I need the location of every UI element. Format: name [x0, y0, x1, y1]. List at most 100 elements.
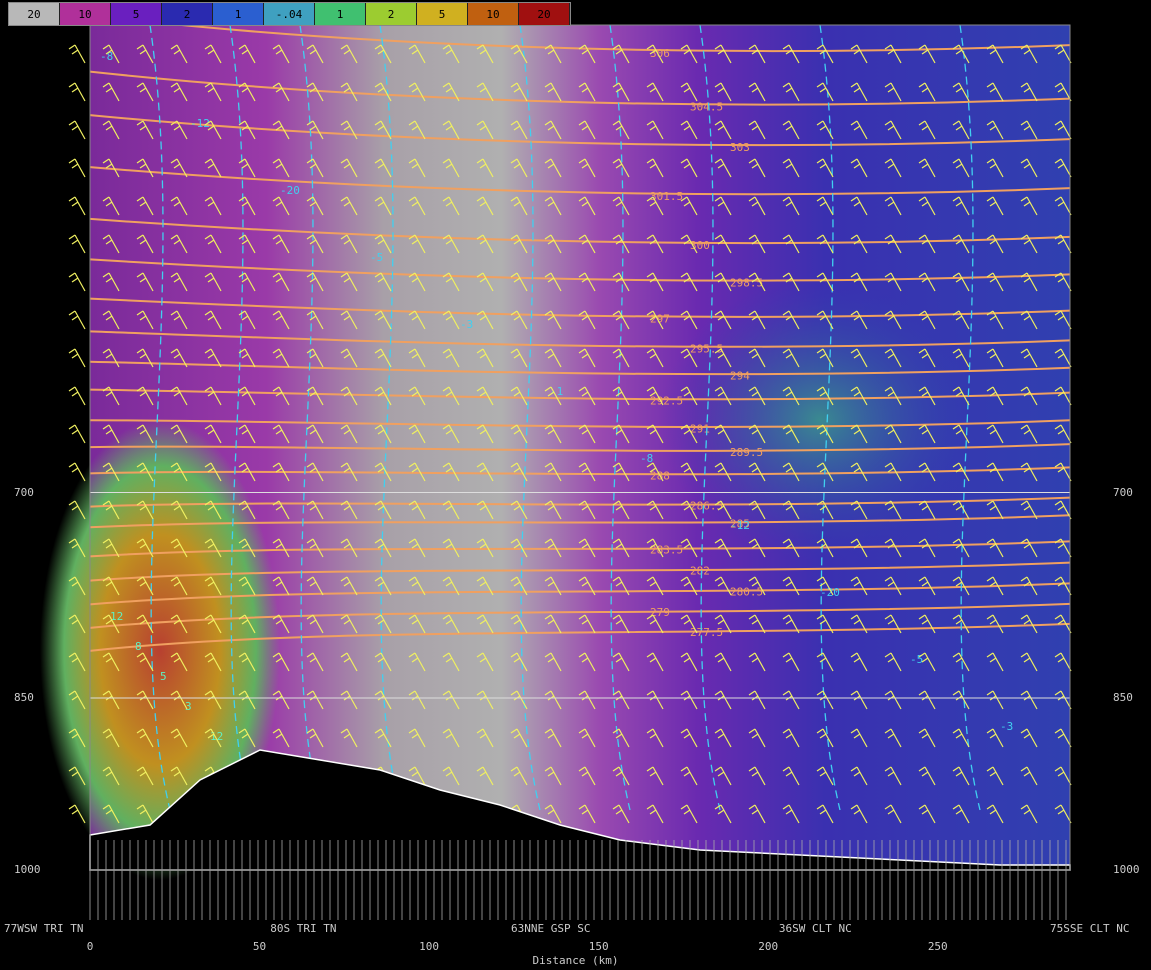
wind-barb — [1020, 158, 1038, 178]
wind-barb — [340, 44, 358, 64]
x-tick-label: 250 — [927, 940, 948, 953]
wind-barb — [612, 310, 630, 330]
wind-barb — [68, 348, 86, 368]
wind-barb — [646, 614, 664, 634]
wind-barb — [578, 44, 596, 64]
wind-barb — [238, 120, 256, 140]
wind-barb — [748, 272, 766, 292]
wind-barb — [680, 500, 698, 520]
wind-barb — [986, 158, 1004, 178]
wind-barb — [136, 728, 154, 748]
omega-contour — [379, 24, 401, 811]
wind-barb — [272, 614, 290, 634]
wind-barb — [476, 310, 494, 330]
wind-barb — [510, 614, 528, 634]
wind-barb — [68, 804, 86, 824]
wind-barb — [204, 82, 222, 102]
wind-barb — [340, 424, 358, 444]
wind-barb — [918, 500, 936, 520]
wind-barb — [884, 804, 902, 824]
wind-barb — [408, 120, 426, 140]
theta-contour-label: 280.5 — [730, 585, 763, 598]
wind-barb — [714, 158, 732, 178]
wind-barb — [646, 766, 664, 786]
wind-barb — [884, 462, 902, 482]
wind-barb — [986, 44, 1004, 64]
wind-barb — [238, 44, 256, 64]
wind-barb — [476, 462, 494, 482]
wind-barb — [306, 234, 324, 254]
wind-barb — [748, 500, 766, 520]
wind-barb — [510, 272, 528, 292]
legend-cell: 1 — [315, 3, 366, 25]
wind-barb — [204, 44, 222, 64]
wind-barb — [646, 44, 664, 64]
wind-barb — [782, 728, 800, 748]
wind-barb — [238, 272, 256, 292]
wind-barb — [646, 576, 664, 596]
wind-barb — [544, 766, 562, 786]
wind-barb — [68, 386, 86, 406]
omega-contour-label: -1 — [550, 385, 563, 398]
wind-barb — [952, 196, 970, 216]
station-label: 80S TRI TN — [270, 922, 337, 935]
wind-barb — [272, 462, 290, 482]
wind-barb — [442, 44, 460, 64]
wind-barb — [1020, 614, 1038, 634]
wind-barb — [748, 82, 766, 102]
wind-barb — [238, 158, 256, 178]
wind-barb — [408, 386, 426, 406]
wind-barb — [578, 158, 596, 178]
wind-barb — [952, 500, 970, 520]
omega-contour-label: -3 — [1000, 720, 1013, 733]
wind-barb — [612, 804, 630, 824]
wind-barb — [442, 500, 460, 520]
wind-barb — [374, 82, 392, 102]
wind-barb — [238, 234, 256, 254]
wind-barb — [136, 120, 154, 140]
wind-barb — [578, 538, 596, 558]
wind-barb — [476, 576, 494, 596]
wind-barb — [1054, 234, 1072, 254]
wind-barb — [510, 766, 528, 786]
wind-barb — [816, 728, 834, 748]
wind-barb — [102, 804, 120, 824]
theta-contour — [89, 14, 1071, 53]
wind-barb — [544, 462, 562, 482]
wind-barb — [986, 348, 1004, 368]
wind-barb — [272, 82, 290, 102]
wind-barb — [102, 652, 120, 672]
wind-barb — [476, 728, 494, 748]
wind-barb — [578, 272, 596, 292]
wind-barb — [272, 310, 290, 330]
wind-barb — [442, 652, 460, 672]
wind-barb — [986, 500, 1004, 520]
wind-barb — [102, 462, 120, 482]
wind-barb — [408, 44, 426, 64]
wind-barb — [136, 158, 154, 178]
wind-barb — [680, 310, 698, 330]
wind-barb — [272, 272, 290, 292]
wind-barb — [1054, 272, 1072, 292]
wind-barb — [612, 652, 630, 672]
wind-barb — [782, 500, 800, 520]
wind-barb — [204, 234, 222, 254]
wind-barb — [510, 462, 528, 482]
wind-barb — [918, 728, 936, 748]
wind-barb — [816, 500, 834, 520]
wind-barb — [680, 614, 698, 634]
wind-barb — [816, 766, 834, 786]
wind-barb — [850, 234, 868, 254]
wind-barb — [986, 196, 1004, 216]
wind-barb — [952, 386, 970, 406]
wind-barb — [714, 462, 732, 482]
wind-barb — [544, 120, 562, 140]
wind-barb — [442, 614, 460, 634]
wind-barb — [408, 348, 426, 368]
wind-barb — [272, 538, 290, 558]
wind-barb — [748, 728, 766, 748]
wind-barb — [816, 614, 834, 634]
wind-barb — [170, 462, 188, 482]
wind-barb — [816, 82, 834, 102]
wind-barb — [136, 272, 154, 292]
